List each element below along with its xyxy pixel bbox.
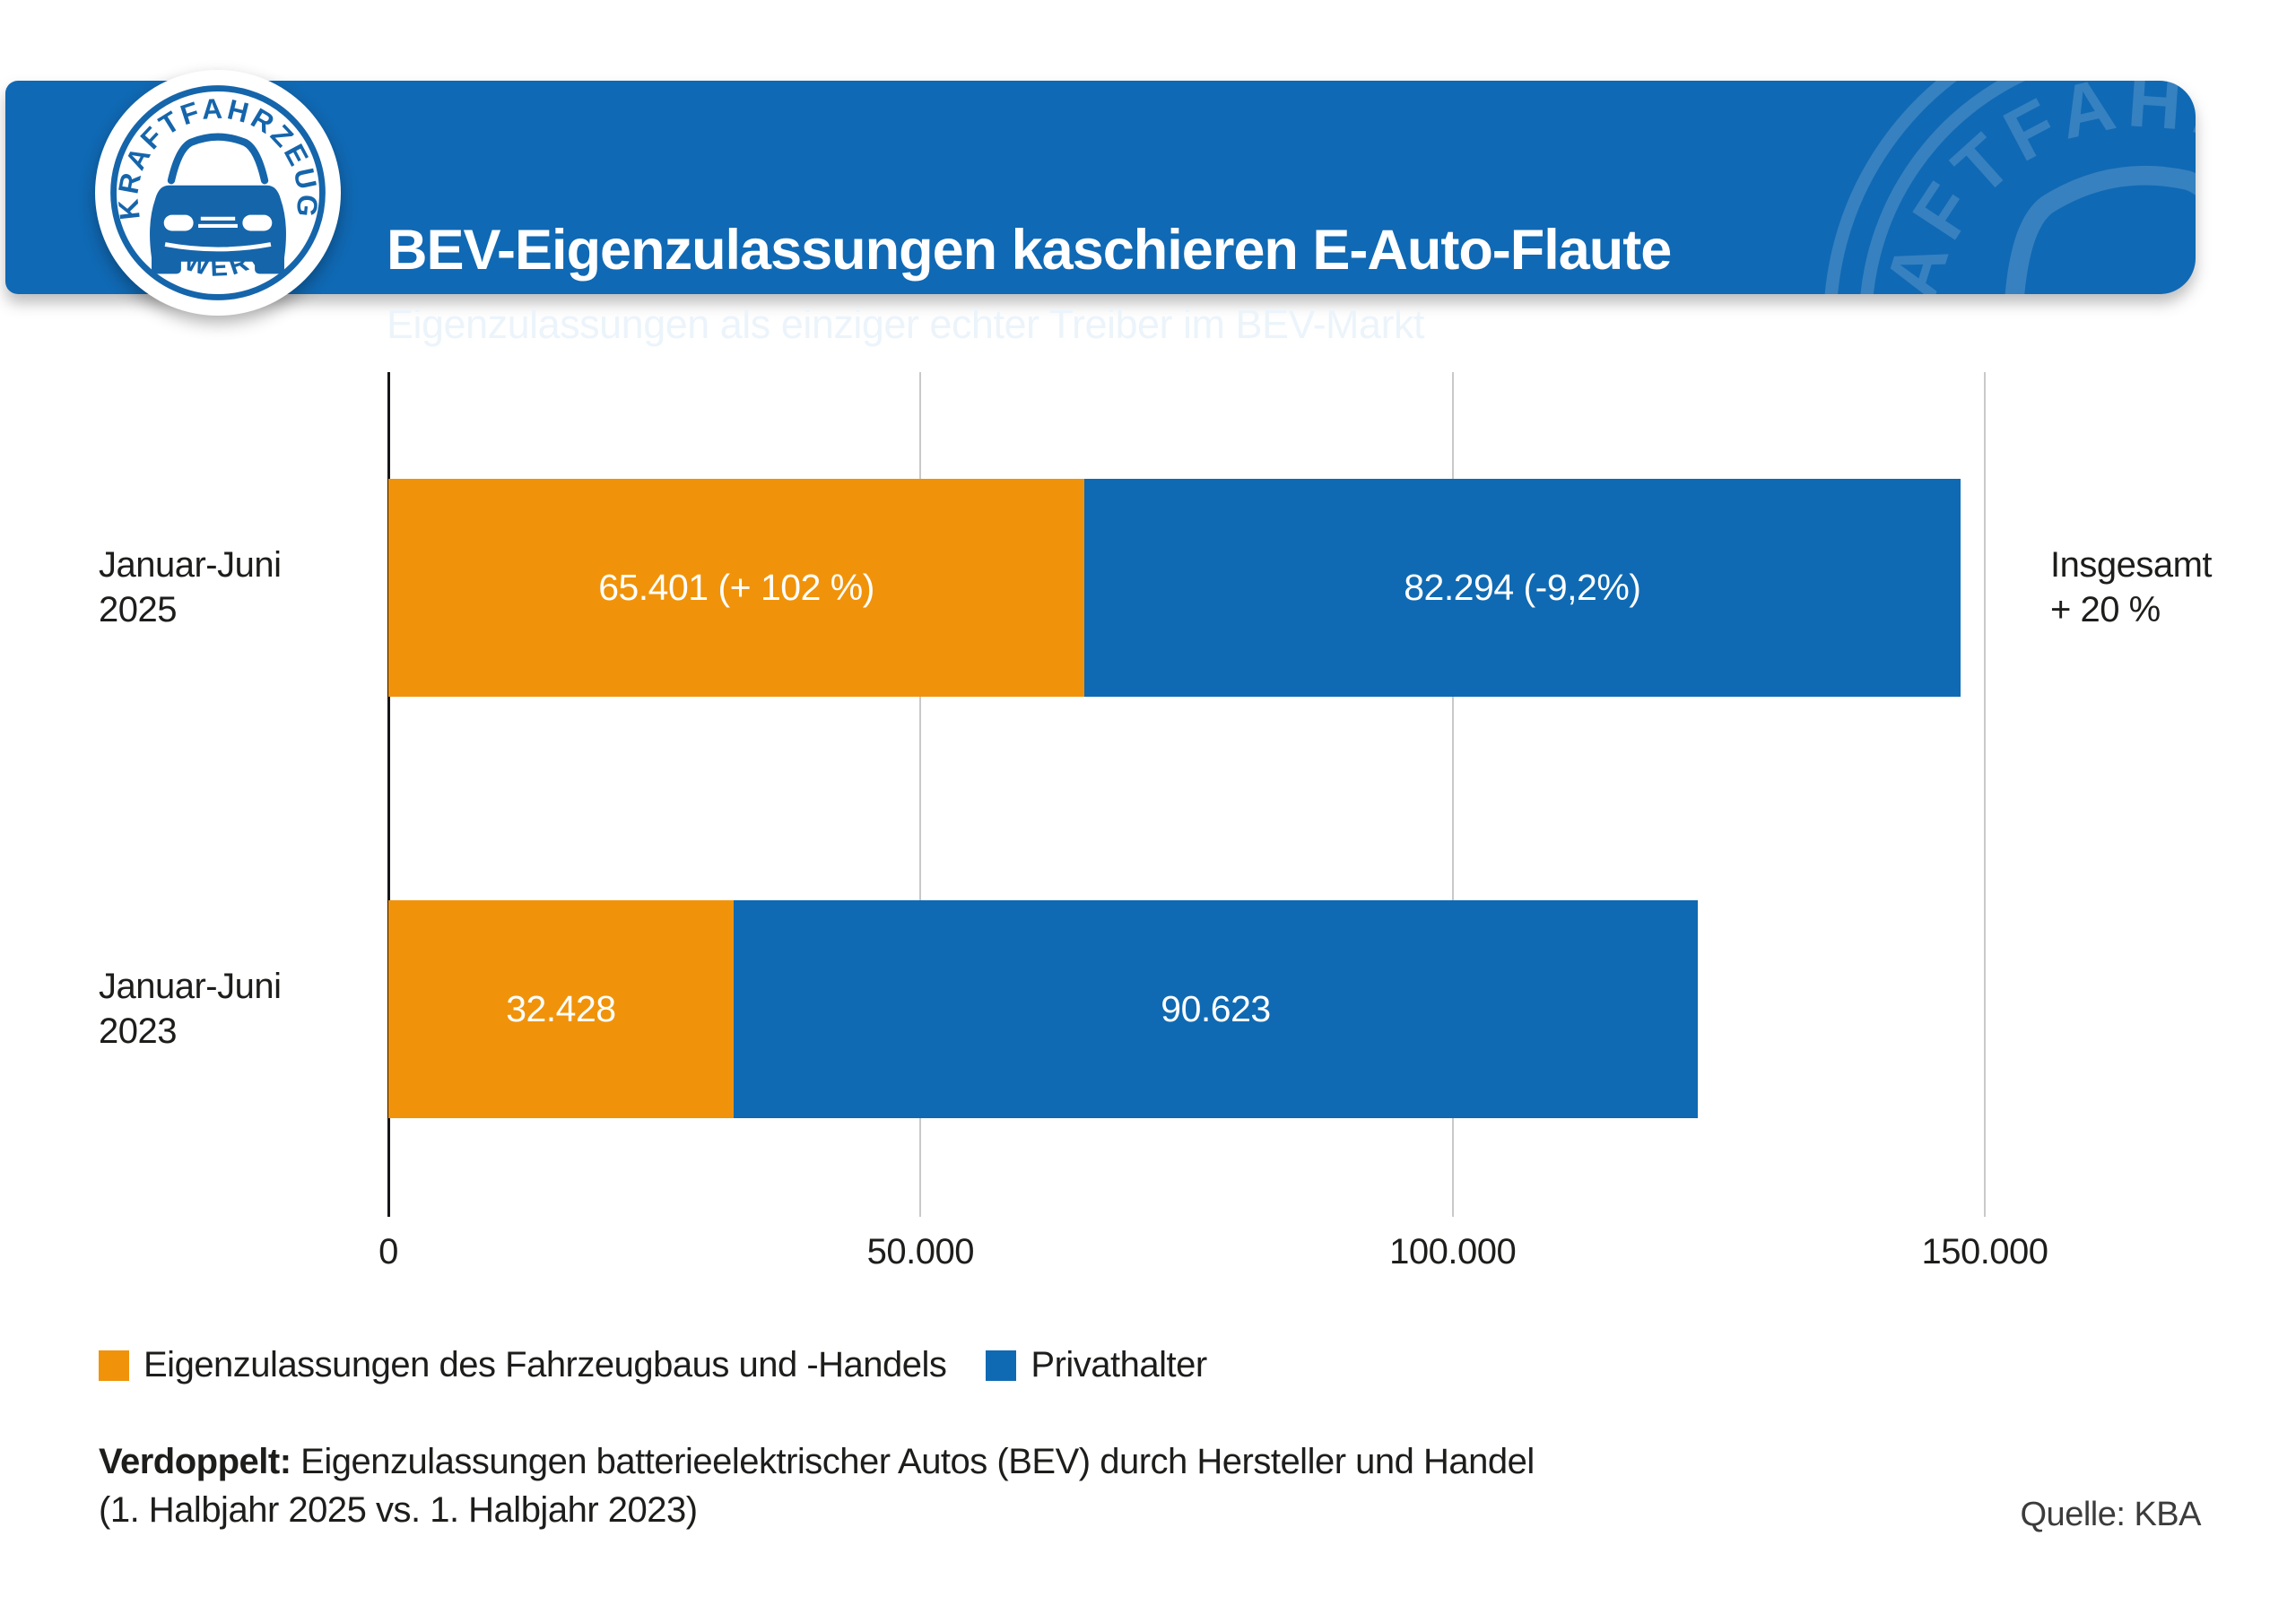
bar-segment-eigenzulassungen: 32.428 <box>388 900 734 1118</box>
bar-value-label: 65.401 (+ 102 %) <box>598 567 874 608</box>
header-band-background: KRAFTFAHRZEUG <box>5 81 2196 294</box>
category-label-2025: Januar-Juni 2025 <box>99 542 282 632</box>
header-band: KRAFTFAHRZEUG BEV-Eigenzulassungen kasch… <box>5 81 2196 344</box>
gridline <box>919 372 922 1217</box>
legend-swatch <box>99 1350 129 1381</box>
chart-legend: Eigenzulassungen des Fahrzeugbaus und -H… <box>99 1345 1207 1385</box>
total-annotation: Insgesamt + 20 % <box>2050 542 2213 632</box>
x-tick-label: 150.000 <box>1921 1232 2048 1271</box>
page-subtitle: Eigenzulassungen als einziger echter Tre… <box>387 301 1425 347</box>
bar-value-label: 32.428 <box>506 988 616 1029</box>
footer-note: Verdoppelt: Eigenzulassungen batterieele… <box>99 1442 1535 1482</box>
footer-note-line2: (1. Halbjahr 2025 vs. 1. Halbjahr 2023) <box>99 1490 698 1530</box>
category-label-line: Januar-Juni <box>99 545 282 585</box>
header-titles: BEV-Eigenzulassungen kaschieren E-Auto-F… <box>387 219 1672 347</box>
total-annotation-line: Insgesamt <box>2050 545 2213 585</box>
kfz-gewerbe-logo: KRAFTFAHRZEUG GEWERBE <box>95 70 341 316</box>
car-front-icon <box>150 133 286 274</box>
x-tick-label: 100.000 <box>1389 1232 1517 1271</box>
svg-text:KRAFTFAHRZEUG: KRAFTFAHRZEUG <box>1820 81 2196 294</box>
x-tick-label: 50.000 <box>866 1232 975 1271</box>
bar-segment-eigenzulassungen: 65.401 (+ 102 %) <box>388 479 1085 697</box>
gridline <box>1451 372 1454 1217</box>
bar-segment-privathalter: 90.623 <box>733 900 1699 1118</box>
category-label-line: 2025 <box>99 590 177 629</box>
category-label-line: Januar-Juni <box>99 967 282 1006</box>
category-label-line: 2023 <box>99 1011 177 1051</box>
bar-value-label: 90.623 <box>1161 988 1271 1029</box>
legend-label: Privathalter <box>1031 1345 1207 1384</box>
footer-note-text: Eigenzulassungen batterieelektrischer Au… <box>291 1442 1535 1481</box>
x-tick-label: 0 <box>378 1232 398 1271</box>
legend-label: Eigenzulassungen des Fahrzeugbaus und -H… <box>144 1345 947 1384</box>
category-label-2023: Januar-Juni 2023 <box>99 964 282 1054</box>
x-axis-line <box>387 372 390 1217</box>
kfz-gewerbe-badge-icon: KRAFTFAHRZEUG GEWERBE <box>95 70 339 314</box>
footer-note-bold: Verdoppelt: <box>99 1442 291 1481</box>
legend-item: Privathalter <box>986 1345 1207 1385</box>
bar-value-label: 82.294 (-9,2%) <box>1404 567 1641 608</box>
gridline <box>1984 372 1986 1217</box>
kfz-gewerbe-watermark-icon: KRAFTFAHRZEUG <box>1820 81 2196 294</box>
legend-item: Eigenzulassungen des Fahrzeugbaus und -H… <box>99 1345 947 1385</box>
total-annotation-line: + 20 % <box>2050 590 2161 629</box>
source-label: Quelle: KBA <box>2020 1496 2202 1533</box>
legend-swatch <box>986 1350 1017 1381</box>
bar-segment-privathalter: 82.294 (-9,2%) <box>1084 479 1961 697</box>
page-title: BEV-Eigenzulassungen kaschieren E-Auto-F… <box>387 219 1672 282</box>
